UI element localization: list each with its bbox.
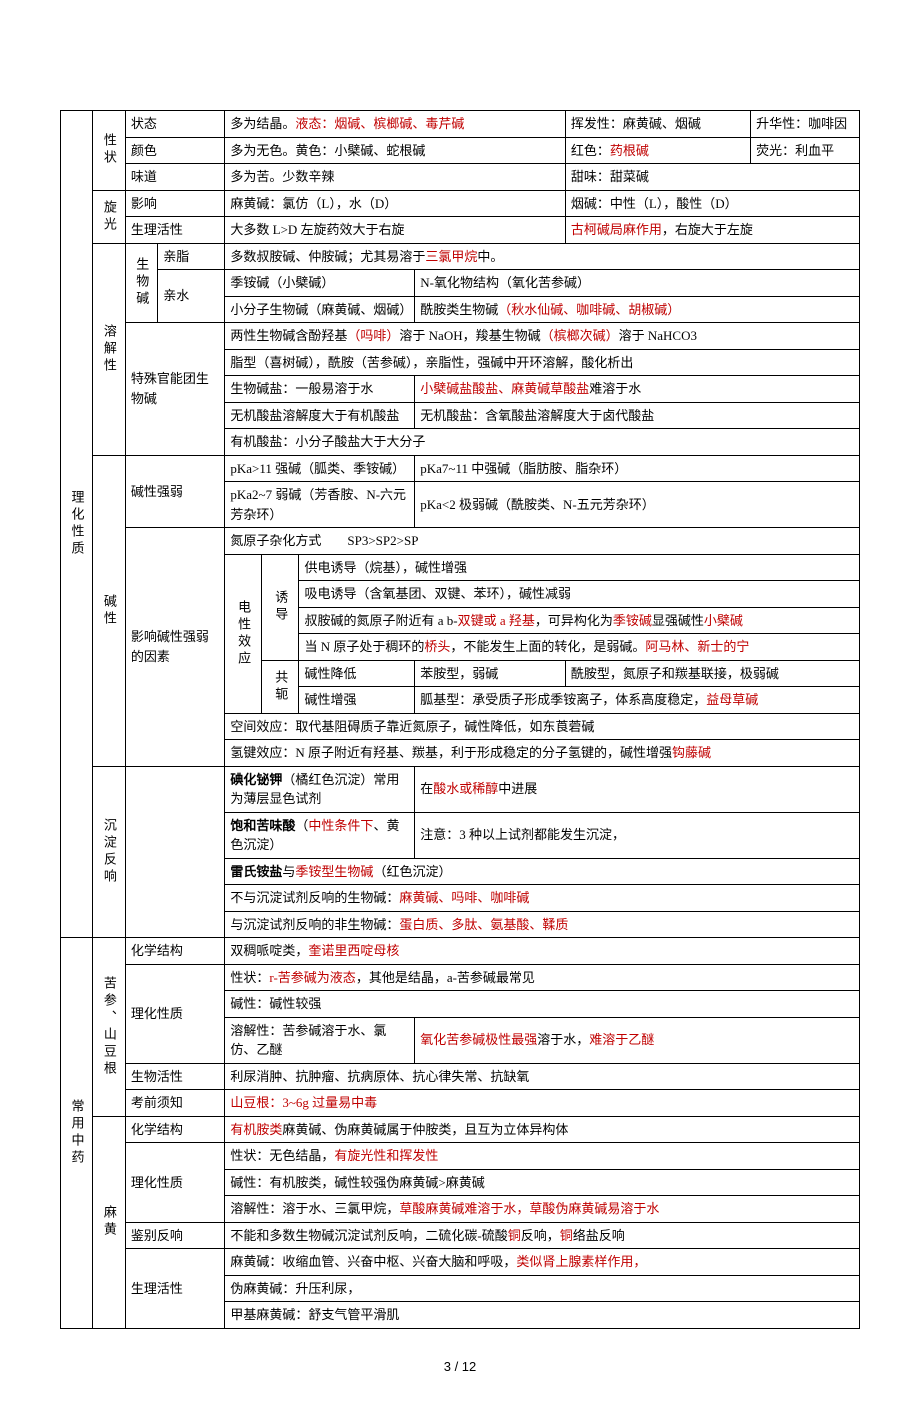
cell: 多为无色。黄色：小檗碱、蛇根碱 <box>225 137 565 164</box>
cell: 山豆根：3~6g 过量易中毒 <box>225 1090 860 1117</box>
cell: 大多数 L>D 左旋药效大于右旋 <box>225 217 565 244</box>
cell: 酰胺型，氮原子和羰基联接，极弱碱 <box>565 660 859 687</box>
cell: 叔胺碱的氮原子附近有 a b-双键或 a 羟基，可异构化为季铵碱显强碱性小檗碱 <box>299 607 860 634</box>
cell: 两性生物碱含酚羟基（吗啡）溶于 NaOH，羧基生物碱（槟榔次碱）溶于 NaHCO… <box>225 323 860 350</box>
col2-xz: 性状 <box>93 111 125 191</box>
cell: 吸电诱导（含氧基团、双键、苯环），碱性减弱 <box>299 581 860 608</box>
cell: 影响 <box>125 190 225 217</box>
col2-jx: 碱性 <box>93 455 125 766</box>
cell: 碱性：有机胺类，碱性较强伪麻黄碱>麻黄碱 <box>225 1169 860 1196</box>
cell: 亲脂 <box>158 243 225 270</box>
cell: 小分子生物碱（麻黄碱、烟碱） <box>225 296 415 323</box>
cell: N-氧化物结构（氧化苦参碱） <box>415 270 860 297</box>
cell: 无机酸盐溶解度大于有机酸盐 <box>225 402 415 429</box>
cell: 空间效应：取代基阻碍质子靠近氮原子，碱性降低，如东莨菪碱 <box>225 713 860 740</box>
cell: 碱性增强 <box>299 687 415 714</box>
cell: 特殊官能团生物碱 <box>125 323 225 456</box>
cell: 生理活性 <box>125 1249 225 1329</box>
cell: 碱性：碱性较强 <box>225 991 860 1018</box>
cell: 有机胺类麻黄碱、伪麻黄碱属于仲胺类，且互为立体异构体 <box>225 1116 860 1143</box>
cell: 利尿消肿、抗肿瘤、抗病原体、抗心律失常、抗缺氧 <box>225 1063 860 1090</box>
cell: 生物碱盐：一般易溶于水 <box>225 376 415 403</box>
cell: 生理活性 <box>125 217 225 244</box>
cell: 考前须知 <box>125 1090 225 1117</box>
cell: 有机酸盐：小分子酸盐大于大分子 <box>225 429 860 456</box>
cell: 季铵碱（小檗碱） <box>225 270 415 297</box>
col2-mh: 麻黄 <box>93 1116 125 1328</box>
col2-rjx: 溶解性 <box>93 243 125 455</box>
cell: 氢键效应：N 原子附近有羟基、羰基，利于形成稳定的分子氢键的，碱性增强钩藤碱 <box>225 740 860 767</box>
cell: 生物活性 <box>125 1063 225 1090</box>
cell: 理化性质 <box>125 964 225 1063</box>
cell: 多为苦。少数辛辣 <box>225 164 565 191</box>
cell: 甲基麻黄碱：舒支气管平滑肌 <box>225 1302 860 1329</box>
cell: 麻黄碱：收缩血管、兴奋中枢、兴奋大脑和呼吸，类似肾上腺素样作用， <box>225 1249 860 1276</box>
cell: 多为结晶。液态：烟碱、槟榔碱、毒芹碱 <box>225 111 565 138</box>
cell: 碱性降低 <box>299 660 415 687</box>
cell: 多数叔胺碱、仲胺碱；尤其易溶于三氯甲烷中。 <box>225 243 860 270</box>
cell: 伪麻黄碱：升压利尿， <box>225 1275 860 1302</box>
main-table: 理化性质 性状 状态 多为结晶。液态：烟碱、槟榔碱、毒芹碱 挥发性：麻黄碱、烟碱… <box>60 110 860 1329</box>
cell: 不能和多数生物碱沉淀试剂反响，二硫化碳-硫酸铜反响，铜络盐反响 <box>225 1222 860 1249</box>
cell: 影响碱性强弱的因素 <box>125 528 225 767</box>
cell: 挥发性：麻黄碱、烟碱 <box>565 111 750 138</box>
cell: 升华性：咖啡因 <box>751 111 860 138</box>
cell: 电性效应 <box>225 554 262 713</box>
cell: 诱导 <box>262 554 299 660</box>
cell: 麻黄碱：氯仿（L），水（D） <box>225 190 565 217</box>
cell: 小檗碱盐酸盐、麻黄碱草酸盐难溶于水 <box>415 376 860 403</box>
cell: 酰胺类生物碱（秋水仙碱、咖啡碱、胡椒碱） <box>415 296 860 323</box>
cell: 碘化铋钾（橘红色沉淀）常用为薄层显色试剂 <box>225 766 415 812</box>
cell: 苯胺型，弱碱 <box>415 660 566 687</box>
cell: 碱性强弱 <box>125 455 225 528</box>
cell: 饱和苦味酸（中性条件下、黄色沉淀） <box>225 812 415 858</box>
cell: pKa<2 极弱碱（酰胺类、N-五元芳杂环） <box>415 482 860 528</box>
cell: pKa>11 强碱（胍类、季铵碱） <box>225 455 415 482</box>
cell: 烟碱：中性（L），酸性（D） <box>565 190 859 217</box>
cell: 与沉淀试剂反响的非生物碱：蛋白质、多肽、氨基酸、鞣质 <box>225 911 860 938</box>
col2-xg: 旋光 <box>93 190 125 243</box>
cell: 供电诱导（烷基），碱性增强 <box>299 554 860 581</box>
cell: 双稠哌啶类，奎诺里西啶母核 <box>225 938 860 965</box>
cell: 生物碱 <box>125 243 157 323</box>
cell: pKa2~7 弱碱（芳香胺、N-六元芳杂环） <box>225 482 415 528</box>
cell: 共轭 <box>262 660 299 713</box>
cell: 雷氏铵盐与季铵型生物碱（红色沉淀） <box>225 858 860 885</box>
cell: 性状：无色结晶，有旋光性和挥发性 <box>225 1143 860 1170</box>
col2-kssdg: 苦参、山豆根 <box>93 938 125 1117</box>
col1-cyzy: 常用中药 <box>61 938 93 1329</box>
cell: 鉴别反响 <box>125 1222 225 1249</box>
cell: 红色：药根碱 <box>565 137 750 164</box>
cell: 性状：r-苦参碱为液态，其他是结晶，a-苦参碱最常见 <box>225 964 860 991</box>
cell: 颜色 <box>125 137 225 164</box>
cell: 化学结构 <box>125 938 225 965</box>
page-footer: 3 / 12 <box>60 1359 860 1374</box>
cell: 脂型（喜树碱），酰胺（苦参碱），亲脂性，强碱中开环溶解，酸化析出 <box>225 349 860 376</box>
cell: 味道 <box>125 164 225 191</box>
cell: 氮原子杂化方式 SP3>SP2>SP <box>225 528 860 555</box>
cell: pKa7~11 中强碱（脂肪胺、脂杂环） <box>415 455 860 482</box>
cell <box>125 766 225 938</box>
cell: 理化性质 <box>125 1143 225 1223</box>
cell: 溶解性：溶于水、三氯甲烷，草酸麻黄碱难溶于水，草酸伪麻黄碱易溶于水 <box>225 1196 860 1223</box>
cell: 化学结构 <box>125 1116 225 1143</box>
cell: 在酸水或稀醇中进展 <box>415 766 860 812</box>
cell: 胍基型：承受质子形成季铵离子，体系高度稳定，益母草碱 <box>415 687 860 714</box>
cell: 无机酸盐：含氧酸盐溶解度大于卤代酸盐 <box>415 402 860 429</box>
cell: 甜味：甜菜碱 <box>565 164 859 191</box>
cell: 不与沉淀试剂反响的生物碱：麻黄碱、吗啡、咖啡碱 <box>225 885 860 912</box>
cell: 氧化苦参碱极性最强溶于水，难溶于乙醚 <box>415 1017 860 1063</box>
cell: 注意：3 种以上试剂都能发生沉淀， <box>415 812 860 858</box>
cell: 溶解性：苦参碱溶于水、氯仿、乙醚 <box>225 1017 415 1063</box>
cell: 亲水 <box>158 270 225 323</box>
cell: 荧光：利血平 <box>751 137 860 164</box>
col2-cdfy: 沉淀反响 <box>93 766 125 938</box>
cell: 状态 <box>125 111 225 138</box>
cell: 当 N 原子处于稠环的桥头，不能发生上面的转化，是弱碱。阿马林、新士的宁 <box>299 634 860 661</box>
cell: 古柯碱局麻作用，右旋大于左旋 <box>565 217 859 244</box>
col1-lhxz: 理化性质 <box>61 111 93 938</box>
